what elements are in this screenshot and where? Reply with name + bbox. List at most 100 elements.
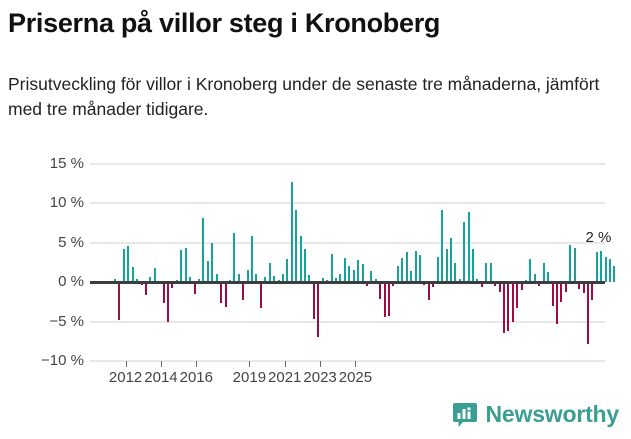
bar <box>370 271 373 283</box>
x-axis-tick <box>125 361 127 367</box>
bar <box>547 271 550 283</box>
x-axis-tick-label: 2025 <box>338 369 373 386</box>
bar <box>427 282 430 300</box>
bar <box>542 263 545 283</box>
logo-wordmark: Newsworthy <box>485 401 620 427</box>
page-subtitle: Prisutveckling för villor i Kronoberg un… <box>8 74 600 119</box>
bar <box>167 282 170 323</box>
bar <box>507 282 510 332</box>
bar <box>171 282 174 289</box>
bar <box>538 282 541 287</box>
x-axis-tick <box>320 361 322 367</box>
bar <box>149 277 152 283</box>
bar <box>352 269 355 283</box>
x-axis-tick <box>355 361 357 367</box>
bar <box>237 273 240 283</box>
bar <box>299 236 302 283</box>
bar <box>246 269 249 283</box>
bar <box>449 238 452 283</box>
bar <box>361 264 364 283</box>
bar <box>467 212 470 283</box>
bar <box>281 274 284 283</box>
bar <box>600 251 603 283</box>
bar <box>339 273 342 283</box>
bar <box>604 256 607 283</box>
bar <box>268 263 271 283</box>
bar <box>312 282 315 320</box>
bar <box>374 279 377 283</box>
bar <box>153 268 156 283</box>
gridline <box>90 163 605 165</box>
x-axis-tick-label: 2021 <box>268 369 302 386</box>
bar <box>114 279 116 283</box>
bar <box>569 245 572 283</box>
bar <box>556 282 558 324</box>
y-axis-tick-label: 10 % <box>49 194 84 212</box>
bar <box>609 258 612 283</box>
bar <box>140 282 143 286</box>
bar <box>233 233 236 283</box>
bar <box>418 254 421 283</box>
bar <box>573 248 576 283</box>
bar <box>405 252 408 283</box>
bar <box>255 273 258 283</box>
bar <box>242 282 245 300</box>
bar <box>193 282 196 294</box>
x-axis-tick-label: 2019 <box>232 369 267 386</box>
x-axis-tick-label: 2014 <box>144 369 178 386</box>
bar <box>273 275 276 283</box>
bar <box>489 263 492 283</box>
bar <box>458 279 461 283</box>
zero-axis-line <box>90 280 605 284</box>
bar <box>432 282 435 287</box>
newsworthy-logo: Newsworthy <box>452 401 619 428</box>
bar <box>533 273 536 283</box>
bar <box>414 250 417 283</box>
y-axis-tick-label: −5 % <box>49 312 84 330</box>
bar <box>410 271 413 283</box>
bar <box>560 282 563 302</box>
bar <box>220 282 223 303</box>
bar <box>520 282 523 291</box>
bar <box>122 249 125 283</box>
bar <box>348 266 351 283</box>
bar <box>401 257 404 283</box>
y-axis-tick-label: 15 % <box>49 155 84 172</box>
bar <box>189 276 192 283</box>
bar <box>321 278 324 283</box>
x-axis-tick-label: 2012 <box>108 369 143 386</box>
bar <box>295 209 298 283</box>
bar <box>251 235 254 283</box>
bar <box>551 282 554 306</box>
bar <box>162 282 165 304</box>
bar <box>357 260 360 283</box>
bar <box>586 282 589 344</box>
gridline <box>90 320 605 323</box>
bar <box>184 248 187 283</box>
bar <box>441 210 444 283</box>
bar <box>485 263 488 283</box>
bar <box>136 279 139 283</box>
bar-chart-speech-bubble-icon <box>452 402 477 427</box>
bar <box>290 182 293 283</box>
bar <box>498 282 501 292</box>
bar <box>564 282 567 293</box>
bar <box>516 282 519 309</box>
bar <box>472 249 475 283</box>
bar <box>591 282 594 300</box>
bar <box>494 282 497 287</box>
bar <box>582 282 585 294</box>
bar <box>197 279 200 283</box>
bar <box>180 249 183 283</box>
bar <box>286 258 289 283</box>
bar <box>388 282 391 317</box>
bar <box>445 249 448 283</box>
bar <box>476 279 479 283</box>
bar <box>127 245 130 283</box>
y-axis-tick-label: −10 % <box>41 352 84 369</box>
bar <box>454 262 457 283</box>
bar <box>365 282 368 287</box>
bar <box>131 267 134 283</box>
bar <box>529 259 532 283</box>
bar <box>383 282 386 317</box>
